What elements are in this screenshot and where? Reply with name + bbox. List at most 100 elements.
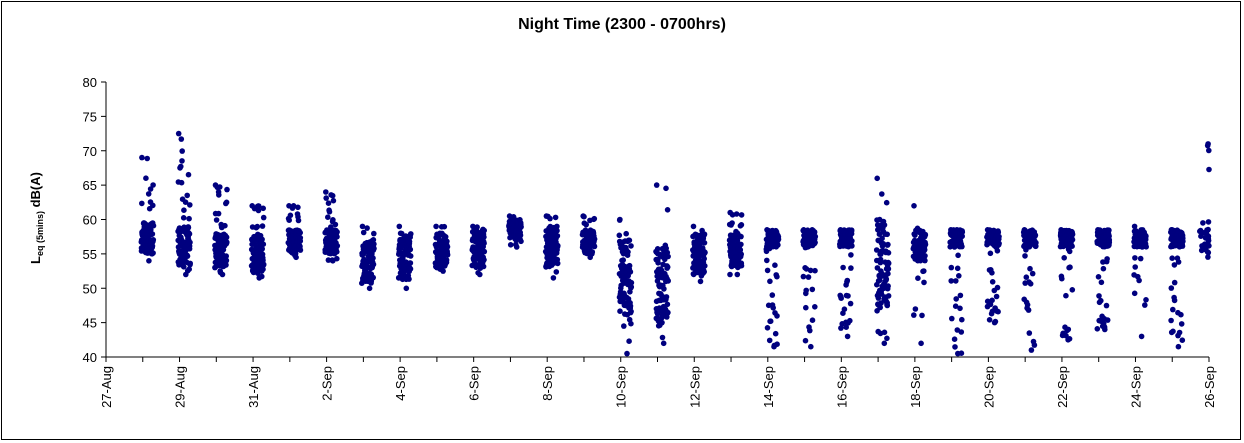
data-point <box>727 271 733 278</box>
data-point <box>1169 255 1175 261</box>
data-point <box>325 214 331 220</box>
data-point <box>625 249 631 255</box>
data-point <box>626 338 632 345</box>
data-point <box>433 223 439 230</box>
data-point <box>654 246 661 252</box>
data-point <box>807 327 813 334</box>
data-point <box>1138 333 1145 340</box>
data-point <box>179 158 185 164</box>
data-point <box>334 234 340 240</box>
data-point <box>477 271 483 278</box>
data-point <box>1027 265 1033 272</box>
data-point <box>222 222 228 229</box>
data-point <box>659 334 666 341</box>
data-point <box>922 241 929 248</box>
data-point <box>1205 141 1211 147</box>
data-point <box>884 335 890 342</box>
data-point <box>664 264 671 270</box>
data-point <box>552 214 559 221</box>
data-point <box>919 312 925 319</box>
data-point <box>885 293 892 299</box>
data-point <box>1132 264 1138 270</box>
data-point <box>146 258 152 264</box>
data-point <box>697 278 704 285</box>
data-point <box>181 207 187 213</box>
data-point <box>216 192 222 198</box>
x-tick-label: 8-Sep <box>540 366 555 401</box>
data-point <box>1061 254 1067 261</box>
data-point <box>330 197 337 204</box>
data-point <box>334 249 340 255</box>
data-point <box>398 230 405 237</box>
data-point <box>1206 147 1212 154</box>
y-tick-label: 80 <box>83 75 97 90</box>
data-point <box>143 175 149 181</box>
data-point <box>775 242 781 248</box>
data-point <box>881 340 888 347</box>
data-point <box>993 293 1000 300</box>
data-point <box>665 253 671 260</box>
data-point <box>406 238 413 245</box>
data-point <box>1095 274 1102 280</box>
data-point <box>591 215 598 222</box>
data-point <box>260 205 267 212</box>
data-point <box>808 343 814 350</box>
data-point <box>953 296 959 302</box>
data-point <box>583 221 589 228</box>
data-point <box>663 185 669 192</box>
data-point <box>371 230 377 237</box>
data-point <box>260 214 267 221</box>
data-point <box>885 266 892 272</box>
data-point <box>481 234 487 240</box>
data-point <box>1143 233 1149 239</box>
data-point <box>150 250 156 256</box>
y-tick-label: 40 <box>83 350 97 365</box>
data-point <box>1206 243 1212 249</box>
data-point <box>517 232 524 238</box>
data-point <box>371 245 377 252</box>
data-point <box>738 262 745 269</box>
data-point <box>323 195 330 201</box>
data-point <box>881 329 888 336</box>
data-point <box>1096 293 1102 299</box>
x-tick-label: 14-Sep <box>761 366 776 408</box>
data-point <box>481 257 487 263</box>
data-point <box>627 303 634 309</box>
data-point <box>407 266 414 272</box>
data-point <box>767 278 773 285</box>
data-point <box>879 191 885 197</box>
data-point <box>922 253 928 259</box>
data-point <box>1179 337 1186 344</box>
data-point <box>224 186 230 193</box>
data-point <box>1032 232 1039 238</box>
data-point <box>660 340 667 347</box>
data-point <box>334 229 340 235</box>
data-point <box>359 223 366 230</box>
data-point <box>912 306 919 312</box>
x-tick-label: 20-Sep <box>981 366 996 408</box>
data-point <box>260 241 267 247</box>
data-point <box>878 300 884 306</box>
data-point <box>994 284 1001 291</box>
x-tick-label: 31-Aug <box>246 366 261 408</box>
data-point <box>554 260 561 267</box>
data-point <box>187 202 193 208</box>
data-point <box>185 224 192 231</box>
data-point <box>1033 239 1039 246</box>
data-point <box>370 237 377 243</box>
data-point <box>775 236 782 243</box>
data-point <box>481 248 488 255</box>
data-point <box>959 229 966 235</box>
data-point <box>663 245 669 252</box>
data-point <box>992 318 999 325</box>
data-point <box>774 341 780 348</box>
data-point <box>1067 264 1073 271</box>
data-point <box>295 204 301 211</box>
data-point <box>187 260 193 267</box>
data-point <box>845 293 851 299</box>
data-point <box>145 191 152 197</box>
data-point <box>873 247 880 253</box>
data-point <box>772 262 778 269</box>
data-point <box>186 266 192 273</box>
